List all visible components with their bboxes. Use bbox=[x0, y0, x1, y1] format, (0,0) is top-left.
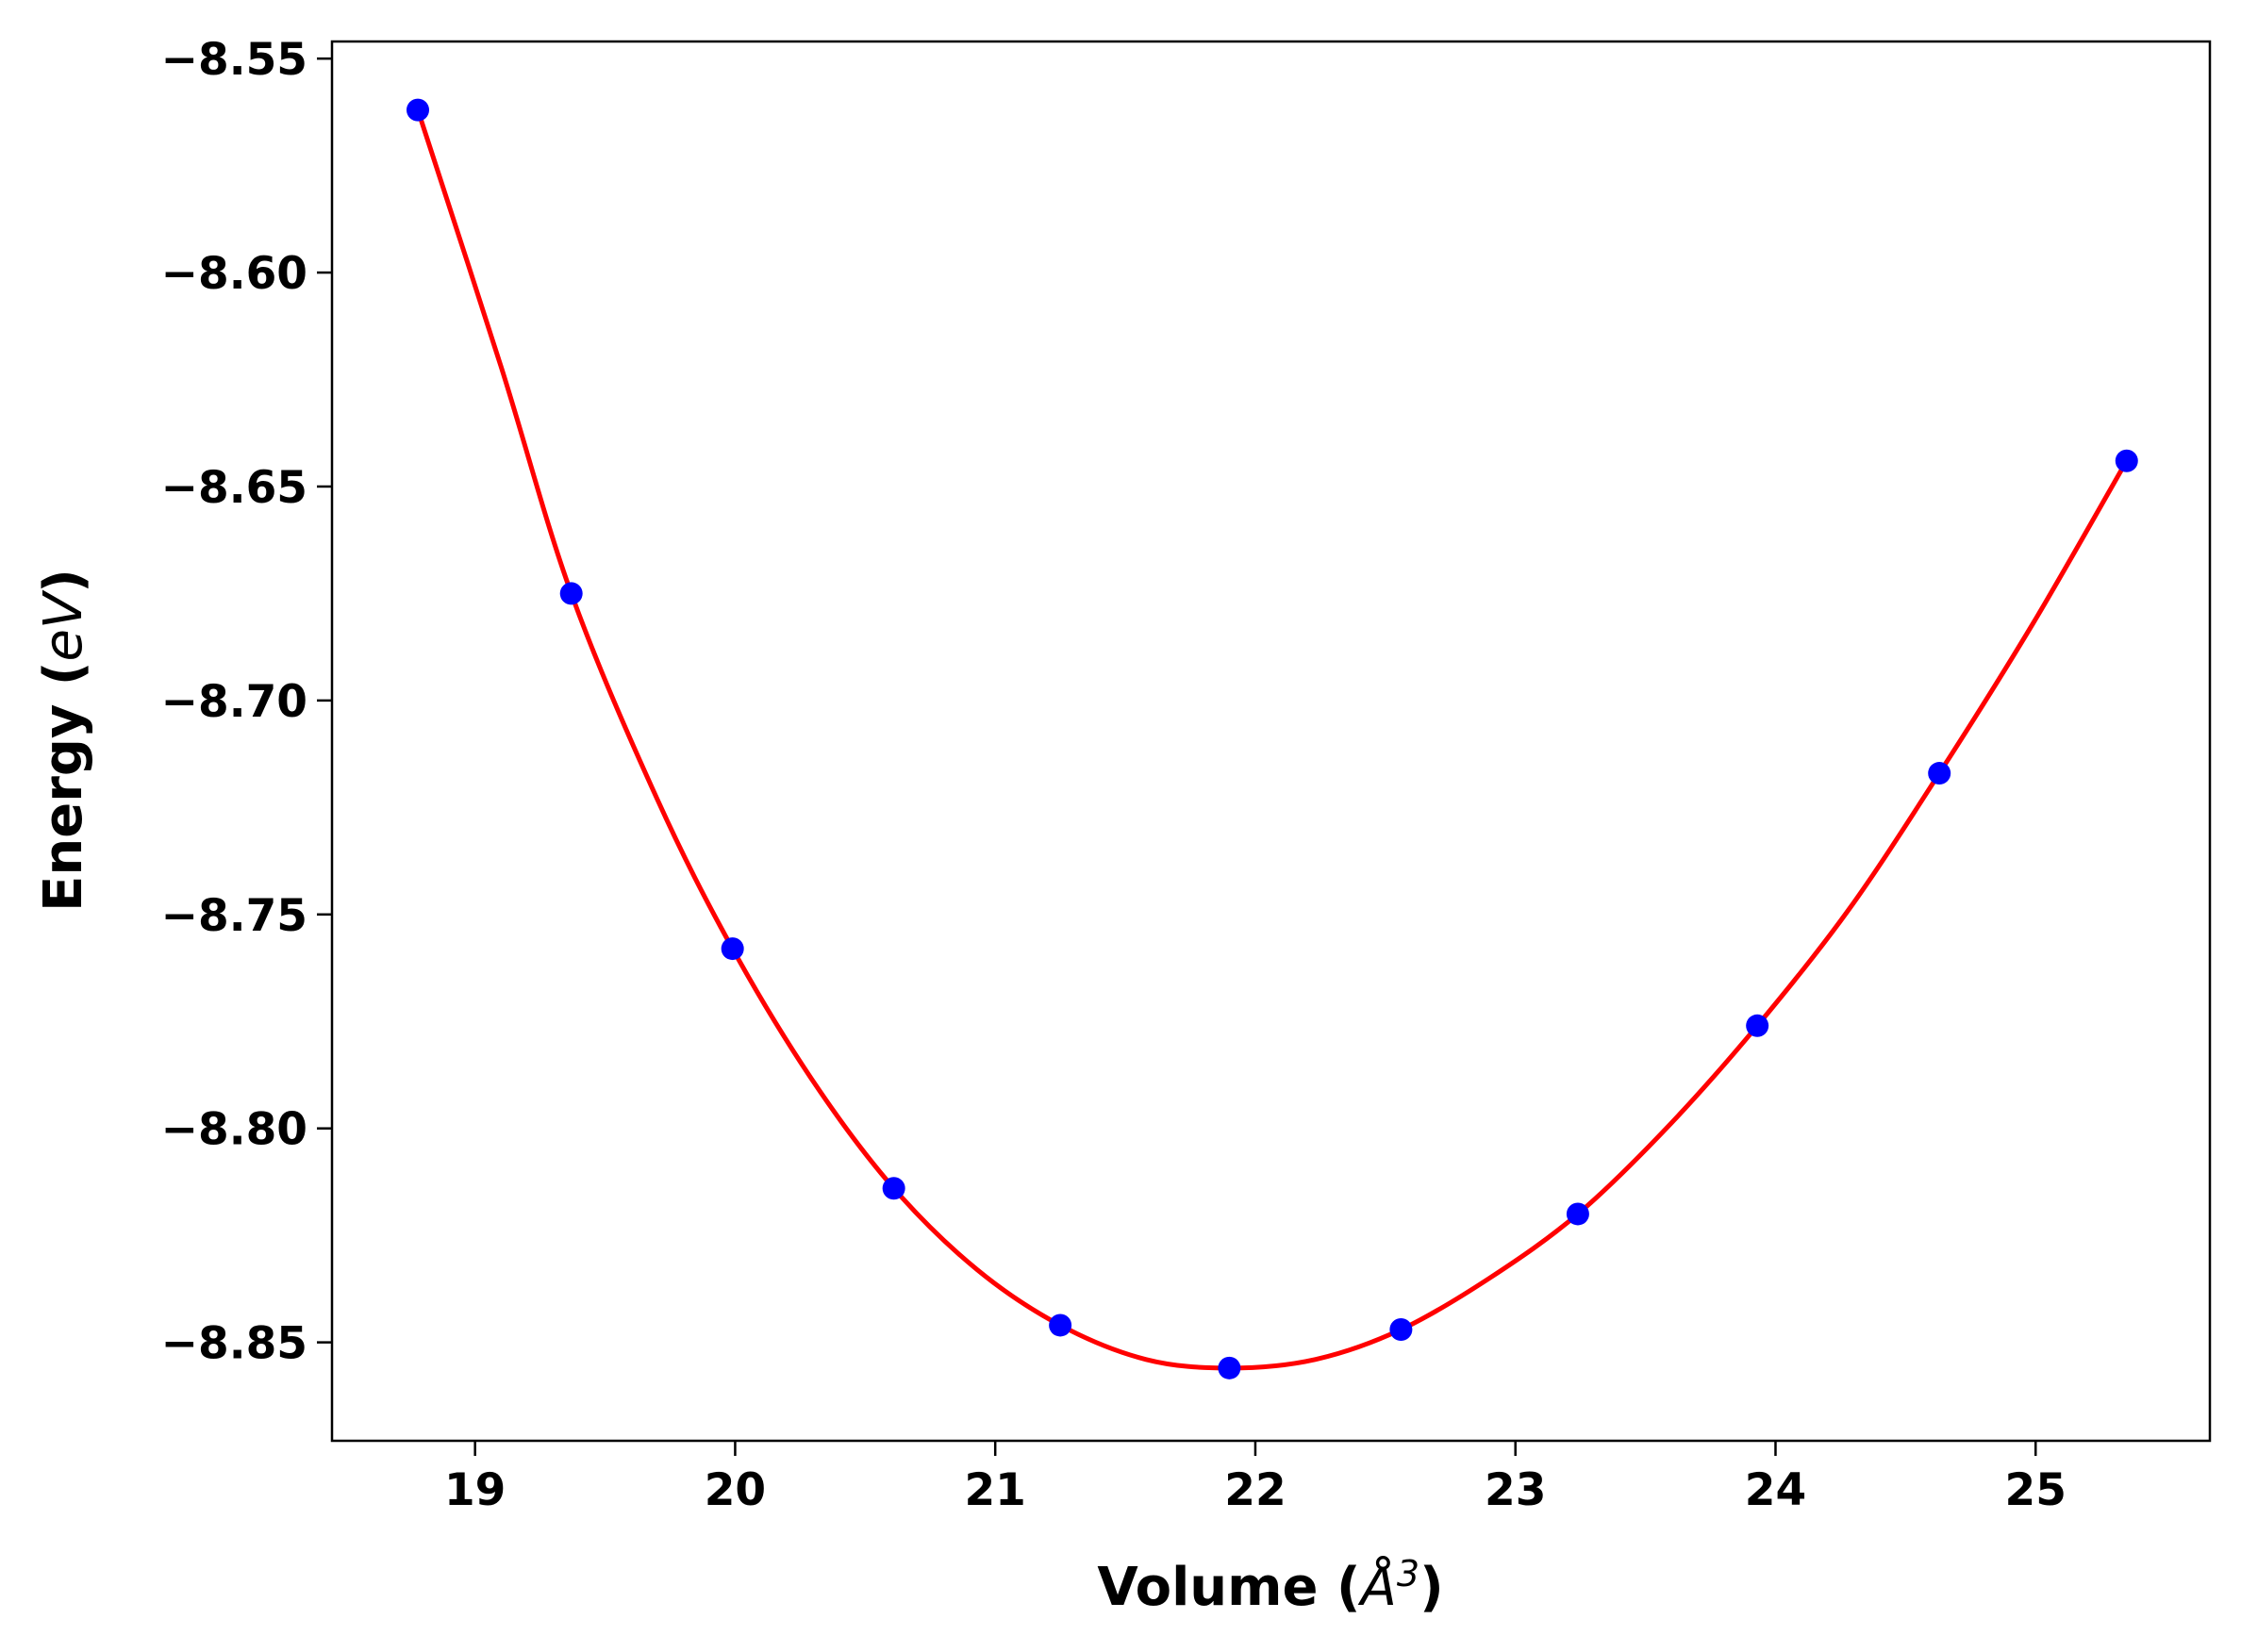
data-point bbox=[882, 1177, 905, 1200]
x-axis-ticks: 19 20 21 22 23 24 25 bbox=[444, 1441, 2067, 1516]
x-tick-label: 23 bbox=[1485, 1464, 1546, 1516]
data-points-layer bbox=[407, 98, 2138, 1379]
data-point bbox=[1746, 1014, 1769, 1037]
fit-curve-layer bbox=[415, 108, 2129, 1371]
data-point bbox=[1928, 762, 1951, 785]
y-tick-label: −8.80 bbox=[161, 1104, 307, 1156]
data-point bbox=[1049, 1313, 1072, 1337]
x-axis-label: Volume (Å3) bbox=[1097, 1553, 1443, 1618]
x-tick-label: 24 bbox=[1745, 1464, 1806, 1516]
y-axis-label: Energy (eV) bbox=[33, 569, 94, 912]
data-point bbox=[407, 98, 429, 122]
data-point bbox=[1389, 1318, 1413, 1342]
y-tick-label: −8.75 bbox=[161, 890, 307, 942]
x-tick-label: 21 bbox=[964, 1464, 1025, 1516]
data-point bbox=[559, 582, 583, 605]
plot-area bbox=[332, 41, 2210, 1441]
y-tick-label: −8.55 bbox=[161, 34, 307, 86]
x-tick-label: 25 bbox=[2005, 1464, 2067, 1516]
y-tick-label: −8.70 bbox=[161, 676, 307, 728]
x-tick-label: 19 bbox=[444, 1464, 506, 1516]
data-point bbox=[721, 937, 744, 961]
fit-curve bbox=[415, 108, 2129, 1371]
data-point bbox=[2115, 449, 2138, 472]
x-tick-label: 22 bbox=[1224, 1464, 1286, 1516]
x-tick-label: 20 bbox=[705, 1464, 766, 1516]
data-point bbox=[1218, 1356, 1241, 1379]
y-tick-label: −8.60 bbox=[161, 248, 307, 300]
y-tick-label: −8.65 bbox=[161, 462, 307, 514]
plot-frame bbox=[330, 40, 2212, 1443]
y-tick-label: −8.85 bbox=[161, 1318, 307, 1370]
data-point bbox=[1566, 1202, 1589, 1226]
y-axis-ticks: −8.55 −8.60 −8.65 −8.70 −8.75 −8.80 −8.85 bbox=[161, 34, 332, 1370]
